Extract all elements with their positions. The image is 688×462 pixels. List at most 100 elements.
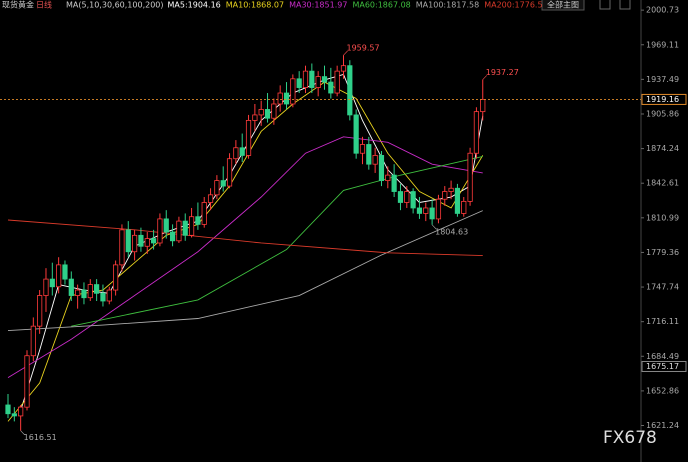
ma-line xyxy=(7,219,483,257)
candle-body xyxy=(214,180,220,196)
candle-body xyxy=(87,284,93,299)
y-tick-label: 1716.11 xyxy=(646,317,679,326)
candle-body xyxy=(264,109,271,119)
marker-box xyxy=(641,360,687,372)
candle-body xyxy=(226,158,233,187)
candle-body xyxy=(18,406,24,417)
candle-body xyxy=(75,289,81,296)
candle-body xyxy=(461,200,467,214)
candle-body xyxy=(290,78,296,105)
candle-body xyxy=(435,198,442,220)
candle-body xyxy=(113,264,119,291)
candle-body xyxy=(150,238,157,244)
candle-body xyxy=(11,413,17,417)
legend-entry: MA100:1817.58 xyxy=(416,1,479,10)
candle-body xyxy=(245,119,252,156)
chart-title: 现货黄金 xyxy=(2,0,34,10)
y-tick-label: 1684.49 xyxy=(646,352,679,361)
candle-body xyxy=(271,103,277,119)
candle-body xyxy=(309,70,315,88)
annotation: 1804.63 xyxy=(435,227,468,236)
y-tick-label: 1874.24 xyxy=(646,144,679,153)
y-tick-label: 2000.73 xyxy=(646,6,679,15)
candle-body xyxy=(385,174,391,181)
candle-body xyxy=(397,191,404,203)
legend-entry: MA10:1868.07 xyxy=(226,1,284,10)
candle-body xyxy=(106,289,112,302)
candle-body xyxy=(315,76,321,88)
candle-body xyxy=(416,207,423,214)
candle-body xyxy=(220,180,226,187)
candle-body xyxy=(258,109,264,116)
candle-body xyxy=(169,231,176,242)
candle-body xyxy=(37,295,43,327)
candle-body xyxy=(68,278,74,296)
candle-body xyxy=(480,99,486,113)
candle-body xyxy=(157,218,163,244)
y-tick-label: 1969.11 xyxy=(646,40,679,49)
candle-body xyxy=(125,229,131,253)
candle-body xyxy=(24,355,30,408)
candle-body xyxy=(201,202,207,225)
icon[interactable] xyxy=(619,0,631,10)
candle-body xyxy=(43,278,49,296)
candle-body xyxy=(5,404,11,415)
candle-body xyxy=(277,92,283,105)
candle-body xyxy=(448,187,454,192)
y-tick-label: 1810.99 xyxy=(646,213,679,222)
annotation-pointer xyxy=(343,50,348,56)
annotation-pointer xyxy=(431,224,437,230)
candle-body xyxy=(94,284,100,294)
candle-body xyxy=(410,191,416,209)
marker-label: 1675.17 xyxy=(646,362,679,371)
candle-body xyxy=(163,218,169,233)
candle-body xyxy=(454,187,461,214)
legend-entry: MA200:1776.5 xyxy=(484,1,542,10)
candle-body xyxy=(340,65,347,72)
candle-body xyxy=(176,220,182,242)
candle-body xyxy=(404,191,410,203)
annotation: 1959.57 xyxy=(346,44,379,53)
annotation-pointer xyxy=(20,430,25,436)
y-tick-label: 1652.86 xyxy=(646,386,679,395)
ma-header: MA(5,10,30,60,100,200) xyxy=(66,1,164,10)
icon[interactable] xyxy=(599,0,611,10)
annotation-pointer xyxy=(482,75,487,80)
watermark: FX678 xyxy=(603,428,657,448)
legend-entry: MA5:1904.16 xyxy=(168,1,221,10)
candle-body xyxy=(100,292,106,302)
candle-body xyxy=(347,65,353,116)
candle-body xyxy=(353,114,359,154)
candle-body xyxy=(207,194,214,203)
period: 日线 xyxy=(36,0,52,10)
y-tick-label: 1842.61 xyxy=(646,179,679,188)
candle-body xyxy=(372,155,378,165)
button[interactable]: 全部主图 xyxy=(547,0,579,10)
candle-body xyxy=(283,92,290,105)
button-frame[interactable] xyxy=(541,0,585,11)
candle-body xyxy=(188,216,195,236)
candle-body xyxy=(302,70,309,88)
candle-body xyxy=(334,70,340,94)
candle-body xyxy=(233,147,239,160)
ma-line xyxy=(71,155,483,327)
candle-body xyxy=(429,207,435,220)
candle-body xyxy=(366,144,372,165)
candle-body xyxy=(62,264,68,280)
candle-body xyxy=(328,81,334,94)
candle-body xyxy=(138,234,144,247)
last-price-box xyxy=(641,93,687,105)
candle-body xyxy=(391,174,397,192)
legend-entry: MA60:1867.08 xyxy=(352,1,410,10)
ma-line xyxy=(7,210,483,331)
ma-line xyxy=(7,81,484,422)
legend-entry: MA30:1851.97 xyxy=(289,1,347,10)
candle-body xyxy=(195,216,201,225)
candle-body xyxy=(473,111,480,154)
candle-body xyxy=(131,234,138,253)
annotation: 1937.27 xyxy=(486,68,519,77)
candle-body xyxy=(423,207,429,214)
y-tick-label: 1747.74 xyxy=(646,283,679,292)
candle-body xyxy=(467,152,473,202)
